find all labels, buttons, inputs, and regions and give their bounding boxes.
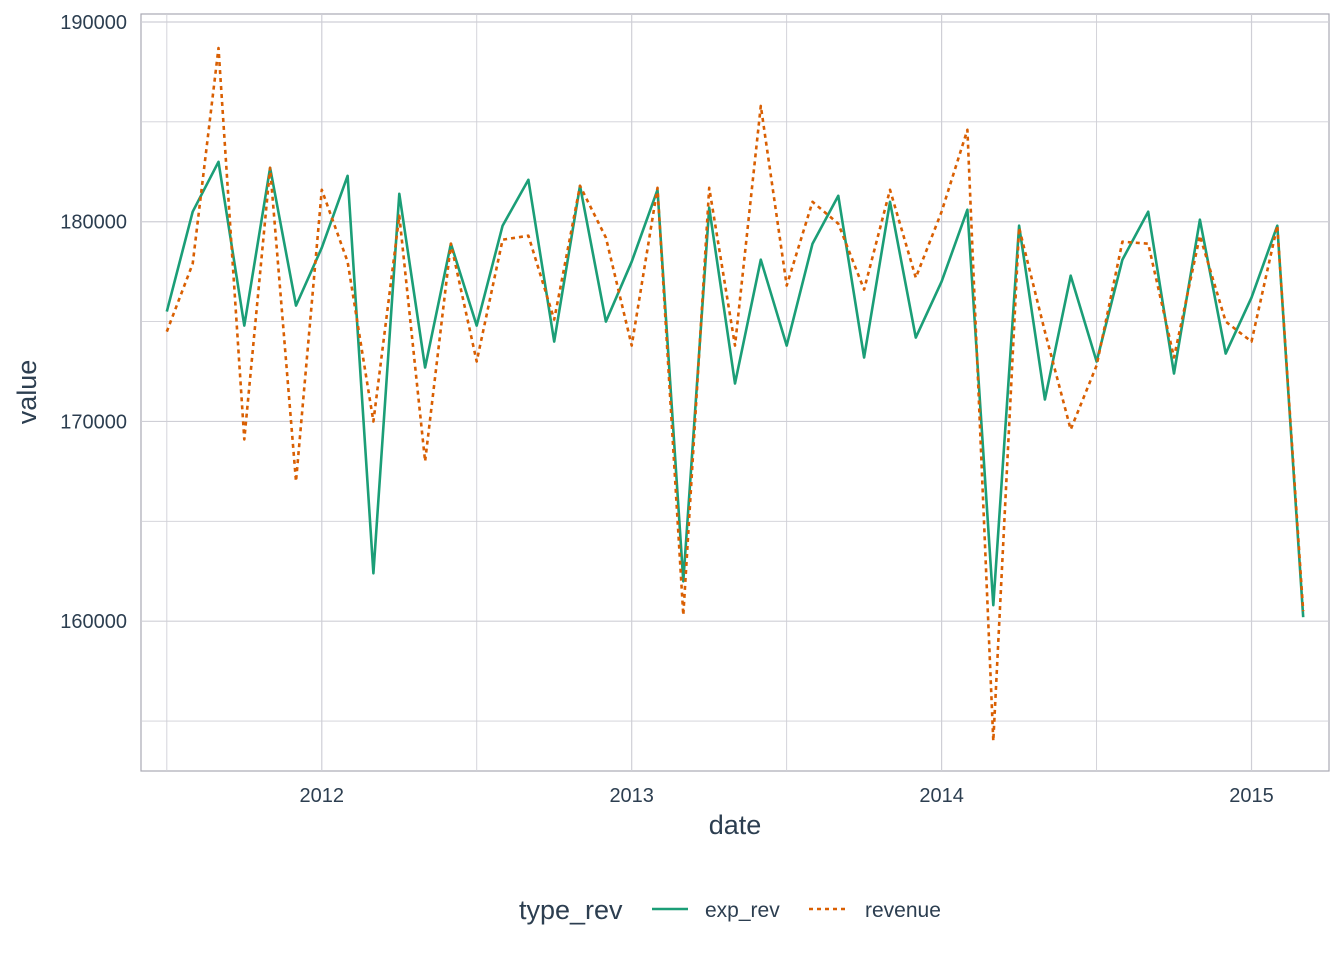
legend: type_rev exp_rev revenue [519, 895, 941, 925]
series-line-revenue [165, 46, 1305, 743]
y-tick-label: 160000 [60, 611, 127, 633]
y-axis-title: value [12, 360, 42, 425]
x-tick-label: 2014 [919, 785, 964, 807]
y-tick-labels: 160000 170000 180000 190000 [60, 12, 127, 633]
legend-label-revenue: revenue [865, 899, 941, 922]
plot-panel [140, 13, 1330, 772]
y-tick-label: 190000 [60, 12, 127, 34]
y-tick-label: 170000 [60, 411, 127, 433]
y-tick-label: 180000 [60, 212, 127, 234]
legend-label-exp-rev: exp_rev [705, 899, 780, 922]
legend-title: type_rev [519, 895, 623, 925]
x-tick-label: 2015 [1229, 785, 1274, 807]
x-tick-label: 2013 [609, 785, 654, 807]
x-axis-title: date [709, 810, 762, 840]
series-layer [165, 46, 1305, 743]
series-line-exp-rev [165, 160, 1305, 618]
grid-lines [141, 14, 1329, 771]
x-tick-label: 2012 [300, 785, 345, 807]
x-tick-labels: 2012 2013 2014 2015 [300, 785, 1274, 807]
